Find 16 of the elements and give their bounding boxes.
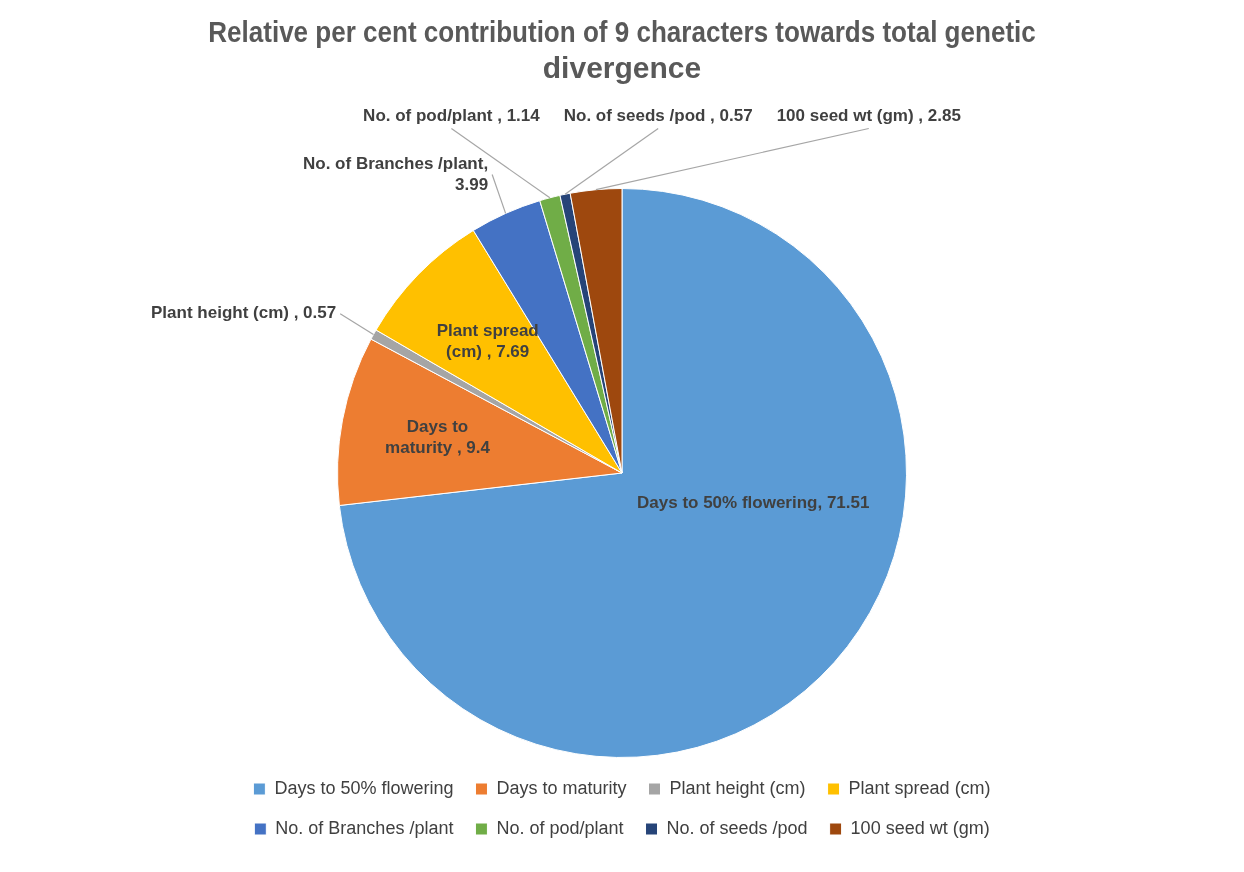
data-label: No. of seeds /pod , 0.57 xyxy=(563,106,753,126)
data-label: No. of pod/plant , 1.14 xyxy=(363,106,541,126)
data-label: Plant height (cm) , 0.57 xyxy=(151,303,337,323)
data-label: No. of Branches /plant, 3.99 xyxy=(303,153,489,194)
legend-label: Plant height (cm) xyxy=(669,777,806,798)
legend-label: Plant spread (cm) xyxy=(848,777,991,798)
legend-label: Days to 50% flowering xyxy=(274,777,454,798)
chart-title: Relative per cent contribution of 9 characters towards total genetic divergence xyxy=(208,15,1036,85)
data-label: Days to 50% flowering, 71.51 xyxy=(637,492,870,512)
legend-label: Days to maturity xyxy=(496,777,627,798)
legend-label: No. of seeds /pod xyxy=(666,817,808,838)
data-label: 100 seed wt (gm) , 2.85 xyxy=(776,106,961,126)
legend-label: No. of Branches /plant xyxy=(275,817,454,838)
legend-label: No. of pod/plant xyxy=(496,817,624,838)
legend-label: 100 seed wt (gm) xyxy=(850,817,990,838)
data-label: Days to maturity , 9.4 xyxy=(385,417,491,458)
